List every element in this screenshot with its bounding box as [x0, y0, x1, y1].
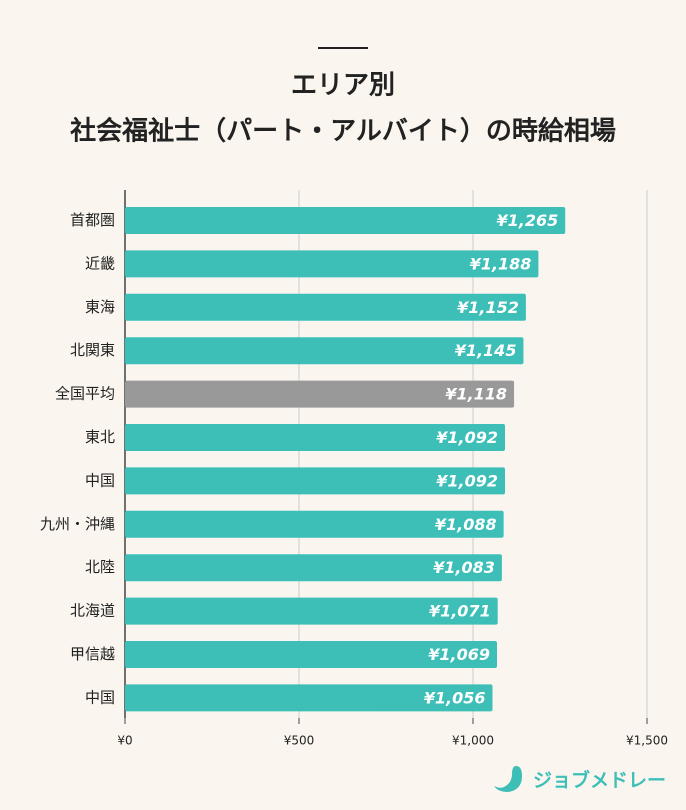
x-tick-label: ¥1,000: [452, 734, 494, 748]
chart-title: 社会福祉士（パート・アルバイト）の時給相場: [70, 116, 616, 147]
y-tick-label: 北関東: [70, 341, 115, 359]
bar: [125, 250, 539, 278]
y-tick-label: 北海道: [70, 602, 115, 620]
x-tick-label: ¥500: [284, 734, 315, 748]
bar: [125, 337, 524, 365]
value-label: ¥1,069: [428, 645, 490, 664]
brand-icon: [494, 766, 522, 792]
y-tick-label: 東北: [85, 428, 115, 446]
y-tick-label: 首都圏: [70, 211, 115, 229]
bar: [125, 380, 515, 408]
value-label: ¥1,145: [455, 341, 517, 360]
value-label: ¥1,092: [436, 428, 498, 447]
y-tick-label: 中国: [85, 688, 115, 706]
bar: [125, 597, 498, 625]
y-tick-label: 甲信越: [70, 645, 115, 663]
value-label: ¥1,152: [457, 298, 519, 317]
value-label: ¥1,056: [424, 688, 486, 707]
bar: [125, 293, 526, 321]
bar: [125, 684, 493, 712]
bar: [125, 641, 498, 668]
chart-title: エリア別: [291, 71, 395, 101]
value-label: ¥1,188: [470, 254, 532, 273]
bar: [125, 207, 566, 234]
x-tick-label: ¥0: [117, 734, 132, 748]
value-label: ¥1,083: [433, 558, 495, 577]
y-tick-label: 東海: [85, 298, 115, 316]
y-tick-label: 全国平均: [55, 385, 115, 403]
value-label: ¥1,088: [435, 515, 497, 534]
y-tick-label: 九州・沖縄: [40, 515, 115, 533]
bar: [125, 467, 506, 495]
brand-name: ジョブメドレー: [533, 769, 666, 792]
bar: [125, 510, 504, 538]
bar: [125, 424, 506, 451]
value-label: ¥1,071: [429, 602, 491, 621]
y-tick-label: 近畿: [85, 254, 115, 272]
value-label: ¥1,118: [445, 385, 507, 404]
y-tick-label: 北陸: [85, 558, 115, 576]
bar: [125, 554, 502, 582]
value-label: ¥1,092: [436, 471, 498, 490]
x-tick-label: ¥1,500: [626, 734, 668, 748]
value-label: ¥1,265: [496, 211, 558, 230]
y-tick-label: 中国: [85, 471, 115, 489]
